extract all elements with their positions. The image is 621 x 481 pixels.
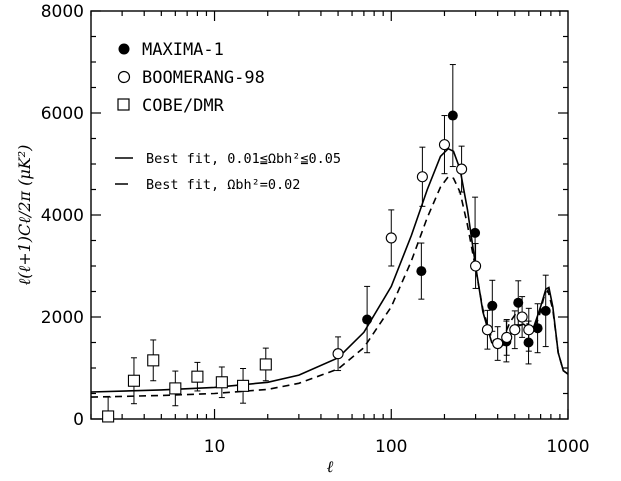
- boomerang-98-point: [509, 324, 521, 336]
- axis-ticks: [90, 10, 569, 420]
- maxima-1-point: [416, 266, 427, 277]
- marker-legend: MAXIMA-1 BOOMERANG-98 COBE/DMR: [117, 40, 265, 116]
- legend-label-cobe: COBE/DMR: [142, 96, 225, 116]
- boomerang-98-point: [385, 232, 397, 244]
- legend-label-maxima: MAXIMA-1: [142, 40, 224, 60]
- cobe-dmr-point: [127, 374, 141, 387]
- boomerang-98-point: [516, 311, 528, 323]
- x-tick-label: 1000: [546, 437, 589, 457]
- legend-label-best-fit-fixed: Best fit, Ωbh²=0.02: [146, 177, 300, 193]
- cobe-dmr-point: [102, 410, 115, 423]
- cobe-dmr-point: [169, 382, 182, 395]
- data-points: [102, 64, 551, 423]
- maxima-1-point: [532, 323, 543, 334]
- y-tick-label: 8000: [41, 2, 84, 22]
- legend-label-boomerang: BOOMERANG-98: [142, 68, 265, 88]
- fit-legend: Best fit, 0.01≦Ωbh²≦0.05 Best fit, Ωbh²=…: [115, 151, 341, 193]
- legend-label-best-fit-range: Best fit, 0.01≦Ωbh²≦0.05: [146, 151, 341, 167]
- boomerang-98-point: [470, 260, 482, 272]
- legend-marker-cobe: [117, 98, 130, 111]
- boomerang-98-point: [492, 337, 504, 350]
- boomerang-98-point: [523, 324, 535, 336]
- boomerang-98-point: [416, 171, 428, 183]
- x-axis-label: ℓ: [327, 457, 334, 476]
- boomerang-98-point: [501, 331, 513, 343]
- maxima-1-point: [447, 110, 458, 121]
- maxima-1-point: [487, 300, 498, 311]
- boomerang-98-point: [332, 348, 344, 360]
- cobe-dmr-point: [191, 370, 204, 383]
- y-tick-label: 6000: [41, 104, 84, 124]
- boomerang-98-point: [456, 163, 468, 175]
- best-fit-dashed-curve: [90, 175, 569, 398]
- x-tick-label: 100: [375, 437, 407, 457]
- legend-marker-maxima: [118, 43, 130, 55]
- cobe-dmr-point: [237, 379, 250, 392]
- cobe-dmr-point: [147, 354, 160, 367]
- y-tick-label: 4000: [41, 206, 84, 226]
- maxima-1-point: [513, 297, 524, 308]
- cobe-dmr-point: [215, 376, 228, 389]
- maxima-1-point: [470, 227, 481, 238]
- axis-tick-labels: 10 100 1000 0 2000 4000 6000 8000: [41, 2, 590, 457]
- y-axis-label: ℓ(ℓ+1)Cℓ/2π (μK²): [15, 145, 34, 286]
- boomerang-98-point: [481, 324, 493, 336]
- y-tick-label: 2000: [41, 308, 84, 328]
- legend-marker-boomerang: [117, 70, 131, 84]
- y-tick-label: 0: [73, 410, 84, 430]
- maxima-1-point: [540, 305, 551, 316]
- cobe-dmr-point: [259, 358, 272, 371]
- maxima-1-point: [362, 314, 373, 325]
- boomerang-98-point: [438, 139, 451, 151]
- x-tick-label: 10: [204, 437, 226, 457]
